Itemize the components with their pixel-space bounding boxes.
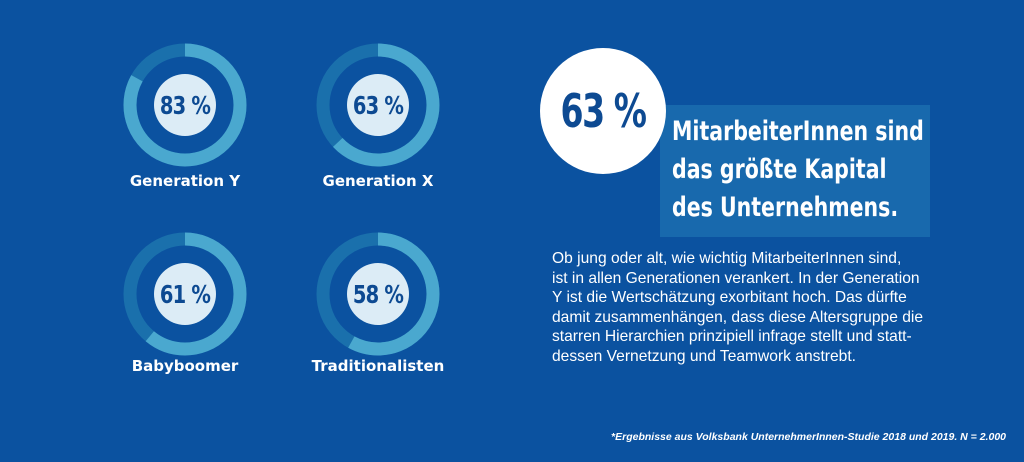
headline: MitarbeiterInnen sind das größte Kapital… bbox=[672, 113, 924, 227]
inner-circle bbox=[154, 74, 216, 136]
donut-svg bbox=[316, 43, 440, 167]
ring-fill bbox=[123, 232, 247, 356]
headline-line: MitarbeiterInnen sind bbox=[672, 116, 924, 147]
inner-circle bbox=[347, 74, 409, 136]
body-line: ist in allen Generationen verankert. In … bbox=[552, 269, 920, 287]
body-line: damit zusammenhängen, dass diese Altersg… bbox=[552, 308, 924, 326]
headline-line: des Unternehmens. bbox=[672, 192, 899, 223]
ring-fill bbox=[316, 43, 440, 167]
ring-label: Babyboomer bbox=[131, 357, 239, 375]
donut-generation-x: 63 % bbox=[316, 43, 440, 167]
headline-line: das größte Kapital bbox=[672, 154, 887, 185]
ring-fill bbox=[316, 232, 440, 356]
footnote: *Ergebnisse aus Volksbank UnternehmerInn… bbox=[611, 431, 1006, 443]
ring-value: 61 % bbox=[159, 279, 211, 309]
ring-label: Generation Y bbox=[129, 172, 241, 190]
ring-value: 63 % bbox=[352, 90, 404, 120]
donut-traditionalisten: 58 % bbox=[316, 232, 440, 356]
body-paragraph: Ob jung oder alt, wie wichtig Mitarbeite… bbox=[552, 249, 952, 366]
body-line: dessen Vernetzung und Teamwork anstrebt. bbox=[552, 347, 856, 365]
ring-label: Traditionalisten bbox=[311, 357, 445, 375]
donut-svg bbox=[123, 232, 247, 356]
donut-generation-y: 83 % bbox=[123, 43, 247, 167]
ring-label: Generation X bbox=[322, 172, 434, 190]
headline-box bbox=[660, 105, 930, 237]
inner-circle bbox=[154, 263, 216, 325]
body-line: starren Hierarchien prinzipiell infrage … bbox=[552, 328, 912, 345]
body-line: Y ist die Wertschätzung exorbitant hoch.… bbox=[552, 289, 907, 306]
donut-babyboomer: 61 % bbox=[123, 232, 247, 356]
highlight-circle bbox=[540, 48, 666, 174]
highlight-value: 63 % bbox=[560, 84, 646, 138]
ring-value: 83 % bbox=[159, 90, 211, 120]
donut-svg bbox=[316, 232, 440, 356]
donut-svg bbox=[123, 43, 247, 167]
body-line: Ob jung oder alt, wie wichtig Mitarbeite… bbox=[552, 250, 902, 267]
ring-fill bbox=[123, 43, 247, 167]
inner-circle bbox=[347, 263, 409, 325]
ring-value: 58 % bbox=[352, 279, 404, 309]
